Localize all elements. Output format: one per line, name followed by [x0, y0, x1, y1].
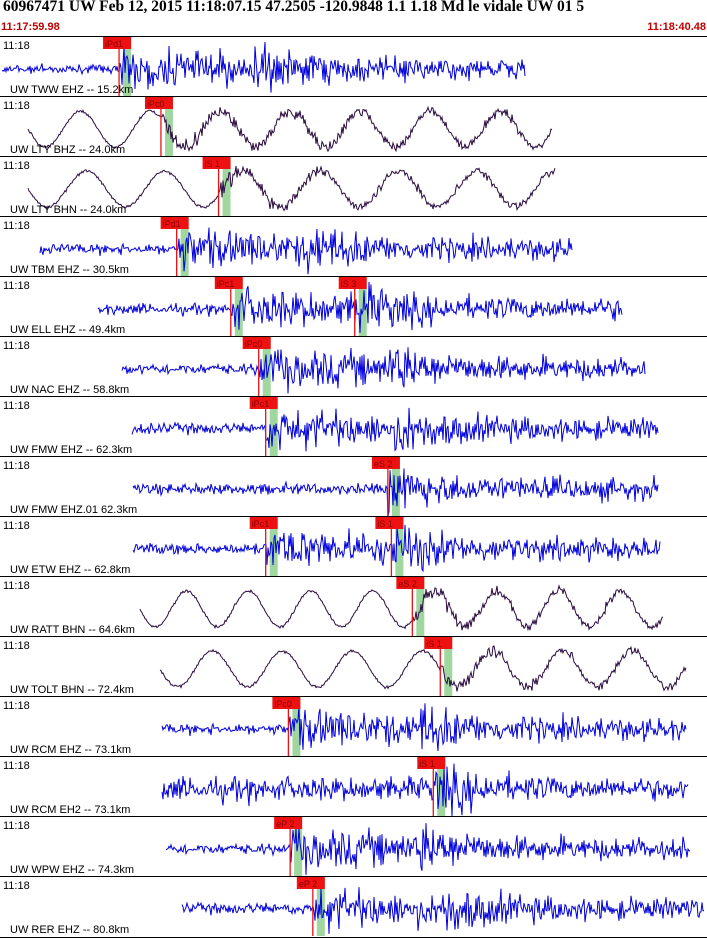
- pick-label-box[interactable]: [296, 877, 325, 889]
- station-label: UW RCM EH2 -- 73.1km: [10, 804, 130, 816]
- station-label: UW ETW EHZ -- 62.8km: [10, 564, 130, 576]
- waveform-line: [121, 347, 646, 394]
- waveform-line: [132, 524, 661, 573]
- pick-window-band: [444, 638, 453, 696]
- pick-label-box[interactable]: [242, 337, 271, 349]
- station-label: UW NAC EHZ -- 58.8km: [10, 384, 129, 396]
- pick-label: iPd1: [163, 219, 181, 229]
- trace-time-tick-label: 11:18: [3, 280, 30, 292]
- trace-time-tick-label: 11:18: [3, 340, 30, 352]
- trace-time-tick-label: 11:18: [3, 520, 30, 532]
- waveform-line: [131, 407, 659, 452]
- pick-window-band: [292, 698, 301, 756]
- waveform-line: [27, 105, 553, 153]
- pick-label: eS 2: [398, 579, 417, 589]
- trace-time-tick-label: 11:18: [3, 220, 30, 232]
- waveform-line: [97, 281, 623, 333]
- pick-window-band: [294, 818, 303, 876]
- pick-label-box[interactable]: [214, 277, 243, 289]
- pick-label-box[interactable]: [338, 277, 367, 289]
- waveform-line: [161, 703, 687, 752]
- end-time-label: 11:18:40.48: [647, 21, 706, 33]
- trace-time-tick-label: 11:18: [3, 700, 30, 712]
- pick-label-box[interactable]: [144, 97, 173, 109]
- trace-time-tick-label: 11:18: [3, 40, 30, 52]
- pick-window-band: [391, 458, 400, 516]
- pick-label: iPc1: [252, 399, 270, 409]
- start-time-label: 11:17:59.98: [1, 21, 60, 33]
- pick-label: eS 2: [374, 459, 393, 469]
- event-title: 60967471 UW Feb 12, 2015 11:18:07.15 47.…: [3, 0, 585, 15]
- station-label: UW LTY BHN -- 24.0km: [10, 204, 126, 216]
- pick-window-band: [234, 278, 243, 336]
- pick-label: iS 3: [341, 279, 357, 289]
- pick-label: iPc1: [217, 279, 235, 289]
- pick-label-box[interactable]: [396, 577, 425, 589]
- pick-label-box[interactable]: [249, 397, 278, 409]
- trace-time-tick-label: 11:18: [3, 580, 30, 592]
- pick-label-box[interactable]: [274, 817, 303, 829]
- trace-time-tick-label: 11:18: [3, 640, 30, 652]
- pick-label: eP 2: [299, 879, 317, 889]
- station-label: UW RATT BHN -- 64.6km: [10, 624, 135, 636]
- pick-label: iPd1: [105, 39, 123, 49]
- pick-label: iPc0: [147, 99, 165, 109]
- pick-window-band: [395, 518, 404, 576]
- trace-time-tick-label: 11:18: [3, 460, 30, 472]
- pick-label: iPc0: [274, 699, 292, 709]
- pick-label: eP 2: [276, 819, 294, 829]
- pick-label: iPc1: [252, 519, 270, 529]
- pick-label: iS 1: [419, 759, 435, 769]
- pick-label: iS 1: [205, 159, 221, 169]
- trace-time-tick-label: 11:18: [3, 400, 30, 412]
- pick-label-box[interactable]: [272, 697, 301, 709]
- pick-window-band: [180, 218, 189, 276]
- pick-window-band: [123, 38, 132, 96]
- pick-window-band: [222, 158, 231, 216]
- waveform-line: [1, 41, 526, 93]
- pick-label: iS 1: [426, 639, 442, 649]
- trace-time-tick-label: 11:18: [3, 160, 30, 172]
- pick-label-box[interactable]: [424, 637, 453, 649]
- waveform-line: [139, 584, 664, 632]
- trace-time-tick-label: 11:18: [3, 880, 30, 892]
- waveform-line: [161, 763, 689, 817]
- station-label: UW RER EHZ -- 80.8km: [10, 924, 129, 936]
- station-label: UW RCM EHZ -- 73.1km: [10, 744, 131, 756]
- waveform-line: [27, 165, 556, 212]
- waveform-line: [165, 823, 691, 875]
- seismogram-panel[interactable]: iPd1 11:18 UW TWW EHZ -- 15.2km iPc0 11:18 UW…: [0, 36, 707, 938]
- station-label: UW TOLT BHN -- 72.4km: [10, 684, 134, 696]
- trace-time-tick-label: 11:18: [3, 100, 30, 112]
- pick-label-box[interactable]: [375, 517, 404, 529]
- pick-label-box[interactable]: [160, 217, 189, 229]
- pick-label-box[interactable]: [417, 757, 446, 769]
- station-label: UW TBM EHZ -- 30.5km: [10, 264, 129, 276]
- waveform-line: [39, 227, 573, 275]
- event-header: 60967471 UW Feb 12, 2015 11:18:07.15 47.…: [0, 0, 707, 33]
- station-label: UW LTY BHZ -- 24.0km: [10, 144, 125, 156]
- waveform-line: [181, 887, 705, 934]
- pick-label: iPc0: [245, 339, 263, 349]
- trace-time-tick-label: 11:18: [3, 820, 30, 832]
- trace-time-tick-label: 11:18: [3, 760, 30, 772]
- pick-label-box[interactable]: [371, 457, 400, 469]
- pick-label-box[interactable]: [202, 157, 231, 169]
- pick-label-box[interactable]: [103, 37, 132, 49]
- pick-label-box[interactable]: [249, 517, 278, 529]
- station-label: UW TWW EHZ -- 15.2km: [10, 84, 133, 96]
- station-label: UW FMW EHZ.01 62.3km: [10, 504, 137, 516]
- pick-window-band: [316, 878, 325, 936]
- waveform-line: [132, 468, 659, 517]
- pick-window-band: [437, 758, 446, 816]
- station-label: UW FMW EHZ -- 62.3km: [10, 444, 132, 456]
- pick-label: iS 1: [377, 519, 393, 529]
- station-label: UW ELL EHZ -- 49.4km: [10, 324, 125, 336]
- station-label: UW WPW EHZ -- 74.3km: [10, 864, 134, 876]
- waveform-line: [159, 645, 687, 692]
